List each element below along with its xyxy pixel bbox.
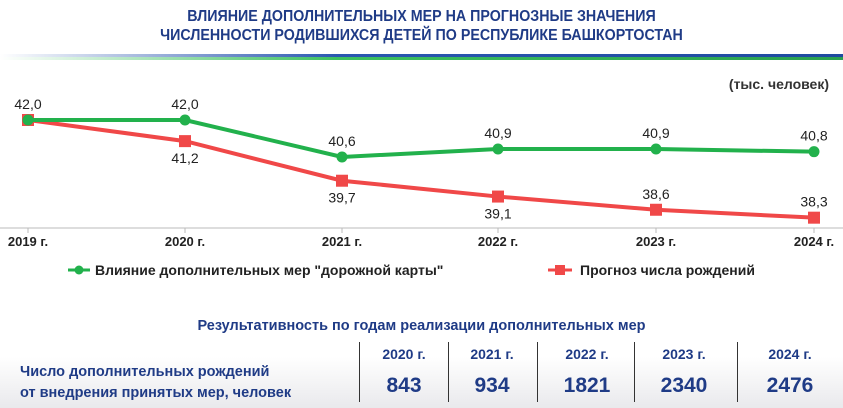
- divider: [0, 54, 843, 57]
- table-column: 2022 г. 1821: [547, 340, 627, 398]
- table-year: 2024 г.: [768, 346, 812, 362]
- x-tick-label: 2020 г.: [165, 234, 205, 249]
- data-point: [336, 151, 348, 163]
- data-point: [808, 211, 820, 224]
- data-point: [492, 190, 504, 203]
- table-column: 2021 г. 934: [452, 340, 532, 398]
- series-line-0: [28, 118, 815, 159]
- data-point: [336, 174, 348, 187]
- data-point: [179, 135, 191, 148]
- table-year: 2021 г.: [470, 346, 514, 362]
- data-point: [179, 114, 191, 126]
- line-chart: 2019 г. 2020 г. 2021 г. 2022 г. 2023 г. 2024 …: [0, 96, 843, 249]
- data-label: 40,6: [328, 133, 355, 149]
- table-column: 2020 г. 843: [364, 340, 444, 398]
- table-value: 843: [386, 374, 422, 397]
- data-label: 40,9: [642, 125, 669, 141]
- data-label: 40,9: [484, 125, 511, 141]
- row-label-line: Число дополнительных рождений: [20, 364, 270, 380]
- data-point: [808, 146, 820, 158]
- legend-item-green: Влияние дополнительных мер "дорожной кар…: [68, 262, 443, 278]
- legend-line-icon: [548, 265, 572, 275]
- table-separator: [359, 342, 360, 402]
- row-label-line: от внедрения принятых мер, человек: [20, 385, 292, 401]
- table-year: 2023 г.: [662, 346, 706, 362]
- table-value: 2476: [766, 374, 814, 397]
- table-year: 2022 г.: [565, 346, 609, 362]
- table-year: 2020 г.: [382, 346, 426, 362]
- data-point: [650, 203, 662, 216]
- series-line-1: [27, 118, 815, 220]
- data-label: 40,8: [800, 128, 827, 144]
- table-separator: [537, 342, 538, 402]
- data-label: 38,6: [642, 186, 669, 202]
- data-point: [492, 143, 504, 155]
- data-label: 39,1: [484, 206, 511, 222]
- x-tick-label: 2023 г.: [636, 234, 676, 249]
- x-tick-label: 2024 г.: [794, 234, 834, 249]
- table-value: 1821: [563, 374, 611, 397]
- data-label: 42,0: [14, 96, 41, 112]
- legend-line-icon: [68, 265, 90, 275]
- data-label: 42,0: [171, 96, 198, 112]
- table-separator: [737, 342, 738, 402]
- unit-label: (тыс. человек): [728, 76, 829, 92]
- legend-label: Влияние дополнительных мер "дорожной кар…: [95, 262, 444, 278]
- title-line: ЧИСЛЕННОСТИ РОДИВШИХСЯ ДЕТЕЙ ПО РЕСПУБЛИ…: [160, 27, 683, 44]
- legend-label: Прогноз числа рождений: [580, 262, 755, 278]
- x-tick-label: 2019 г.: [8, 234, 48, 249]
- table-column: 2023 г. 2340: [644, 340, 724, 398]
- data-label: 38,3: [800, 194, 827, 210]
- data-point: [650, 143, 662, 155]
- x-tick-label: 2021 г.: [322, 234, 362, 249]
- table-row-label: Число дополнительных рождений от внедрени…: [20, 362, 291, 404]
- table-title: Результативность по годам реализации доп…: [197, 318, 646, 334]
- x-tick-label: 2022 г.: [478, 234, 518, 249]
- table-column: 2024 г. 2476: [750, 340, 830, 398]
- data-point: [22, 114, 34, 126]
- table-value: 2340: [660, 374, 708, 397]
- table-separator: [448, 342, 449, 402]
- title-line: ВЛИЯНИЕ ДОПОЛНИТЕЛЬНЫХ МЕР НА ПРОГНОЗНЫЕ…: [187, 8, 656, 25]
- legend-item-red: Прогноз числа рождений: [548, 262, 755, 278]
- page-title: ВЛИЯНИЕ ДОПОЛНИТЕЛЬНЫХ МЕР НА ПРОГНОЗНЫЕ…: [34, 7, 810, 45]
- data-label: 41,2: [171, 150, 198, 166]
- divider: [0, 57, 843, 60]
- table-separator: [634, 342, 635, 402]
- table-value: 934: [474, 374, 510, 397]
- table-background: [0, 335, 843, 408]
- data-label: 39,7: [328, 190, 355, 206]
